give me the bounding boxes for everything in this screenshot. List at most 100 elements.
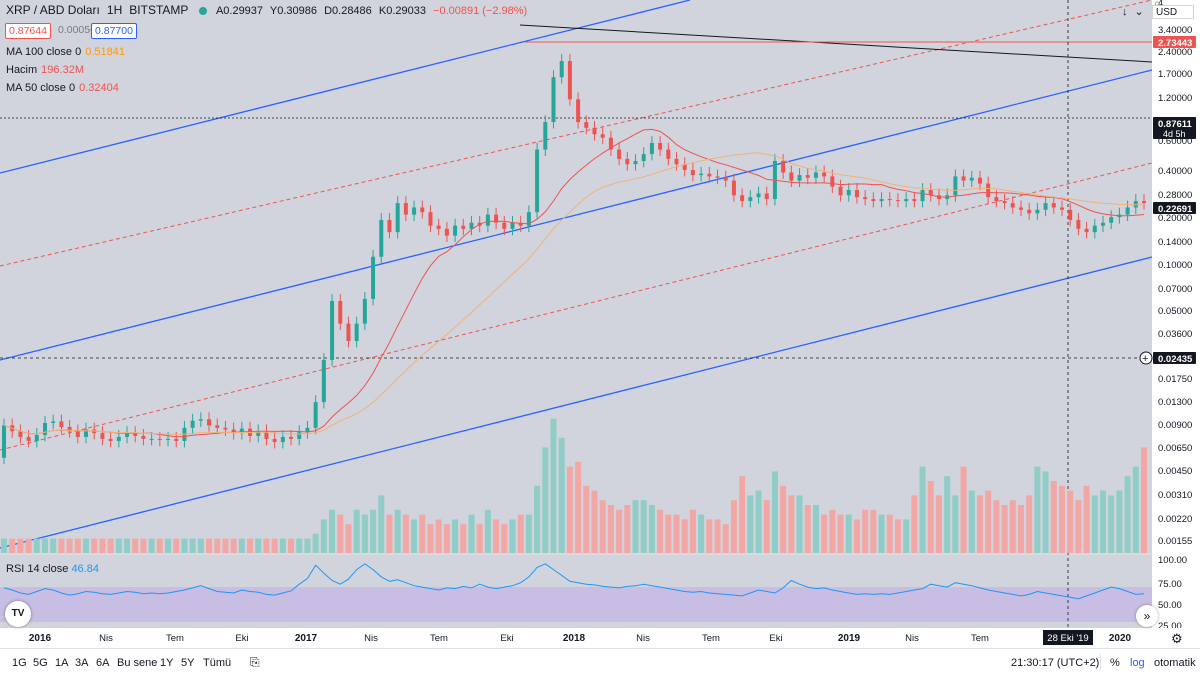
candle xyxy=(108,438,113,441)
volume-bar xyxy=(189,538,196,553)
volume-bar xyxy=(66,538,73,553)
candle xyxy=(682,164,687,170)
volume-bar xyxy=(435,519,442,553)
range-all-button[interactable]: Tümü xyxy=(203,657,232,669)
candle xyxy=(485,214,490,226)
candle xyxy=(141,435,146,439)
candle xyxy=(551,77,556,123)
candle xyxy=(272,438,277,443)
range-1y-button[interactable]: 1Y xyxy=(160,657,174,669)
candle xyxy=(354,323,359,342)
add-alert-icon xyxy=(1139,351,1153,365)
time-tick-label: Tem xyxy=(971,633,989,644)
candle xyxy=(346,323,351,342)
candle xyxy=(559,61,564,78)
candle xyxy=(715,176,720,178)
price-label-box xyxy=(1153,117,1196,139)
candle xyxy=(469,222,474,229)
volume-bar xyxy=(591,490,598,553)
percent-scale-toggle[interactable]: % xyxy=(1110,657,1120,669)
volume-legend[interactable]: Hacim 196.32M xyxy=(6,64,88,76)
volume-bar xyxy=(370,509,377,553)
scroll-to-realtime-icon[interactable]: » xyxy=(1136,605,1158,627)
ohlc-close: K0.29033 xyxy=(378,5,426,17)
candle xyxy=(1027,209,1032,214)
range-ytd-button[interactable]: Bu sene xyxy=(117,657,158,669)
price-tick-label: 0.05000 xyxy=(1158,306,1192,317)
tradingview-logo-icon[interactable]: TV xyxy=(5,601,31,627)
volume-bar xyxy=(304,538,311,553)
rsi-legend[interactable]: RSI 14 close 46.84 xyxy=(6,563,99,575)
volume-bar xyxy=(714,519,721,553)
gear-icon[interactable]: ⚙ xyxy=(1171,631,1183,646)
spread-value: 0.00056 xyxy=(58,24,96,36)
candle xyxy=(305,427,310,433)
range-3m-button[interactable]: 3A xyxy=(75,657,89,669)
volume-bar xyxy=(1091,495,1098,553)
ohlc-low: D0.28486 xyxy=(324,5,372,17)
volume-bar xyxy=(468,514,475,553)
volume-bar xyxy=(337,514,344,553)
candle xyxy=(977,177,982,184)
auto-scale-toggle[interactable]: otomatik xyxy=(1154,657,1196,669)
volume-bar xyxy=(575,461,582,553)
volume-bar xyxy=(673,514,680,553)
volume-bar xyxy=(25,538,32,553)
price-tick-label: 0.40000 xyxy=(1158,166,1192,177)
rsi-label: RSI 14 close xyxy=(6,563,69,575)
volume-bar xyxy=(443,524,450,553)
volume-bar xyxy=(493,519,500,553)
price-tick-label: 0.60000 xyxy=(1158,136,1192,147)
goto-date-icon[interactable]: ⎘ xyxy=(250,655,260,669)
candle xyxy=(797,175,802,181)
range-1m-button[interactable]: 1A xyxy=(55,657,69,669)
price-chart[interactable]: 3.40000 2.40000 1.70000 1.20000 0.60000 0.400… xyxy=(0,0,1200,648)
arrow-down-icon[interactable]: ↓ xyxy=(1122,6,1128,18)
volume-bar xyxy=(378,495,385,553)
symbol-name[interactable]: XRP / ABD Doları xyxy=(6,3,100,17)
volume-bar xyxy=(689,509,696,553)
ma100-legend[interactable]: MA 100 close 0 0.51841 xyxy=(6,46,129,58)
candle xyxy=(666,149,671,159)
time-tick-label: Nis xyxy=(364,633,378,644)
candle xyxy=(84,429,89,437)
buy-price-button[interactable]: 0.87700 xyxy=(91,23,137,39)
sell-price-button[interactable]: 0.87644 xyxy=(5,23,51,39)
currency-select[interactable]: USD xyxy=(1152,5,1194,19)
log-scale-toggle[interactable]: log xyxy=(1130,657,1145,669)
volume-bar xyxy=(665,514,672,553)
candle xyxy=(420,207,425,213)
divider xyxy=(1100,654,1101,670)
range-5y-button[interactable]: 5Y xyxy=(181,657,195,669)
candle xyxy=(223,427,228,430)
volume-bar xyxy=(296,538,303,553)
clock-time[interactable]: 21:30:17 (UTC+2) xyxy=(1011,657,1100,669)
volume-bar xyxy=(534,485,541,553)
range-6m-button[interactable]: 6A xyxy=(96,657,110,669)
candle xyxy=(330,300,335,360)
trend-line xyxy=(519,24,1153,63)
channel-upper-line xyxy=(0,0,691,174)
range-5d-button[interactable]: 5G xyxy=(33,657,48,669)
volume-bar xyxy=(345,524,352,553)
range-1d-button[interactable]: 1G xyxy=(12,657,27,669)
volume-bar xyxy=(878,514,885,553)
volume-bar xyxy=(624,505,631,553)
ma50-legend[interactable]: MA 50 close 0 0.32404 xyxy=(6,82,123,94)
volume-bar xyxy=(788,495,795,553)
volume-bar xyxy=(107,538,114,553)
volume-bar xyxy=(1017,505,1024,553)
rsi-value: 46.84 xyxy=(71,563,99,575)
volume-bar xyxy=(83,538,90,553)
candle xyxy=(149,438,154,440)
volume-bar xyxy=(99,538,106,553)
candle xyxy=(854,189,859,198)
chevron-down-icon[interactable]: ⌄ xyxy=(1134,6,1144,18)
volume-bar xyxy=(353,509,360,553)
volume-bar xyxy=(894,519,901,553)
volume-bar xyxy=(263,538,270,553)
candle xyxy=(994,197,999,202)
volume-bar xyxy=(985,490,992,553)
candle xyxy=(1084,228,1089,233)
chart-area[interactable]: 3.40000 2.40000 1.70000 1.20000 0.60000 0.400… xyxy=(0,0,1200,648)
